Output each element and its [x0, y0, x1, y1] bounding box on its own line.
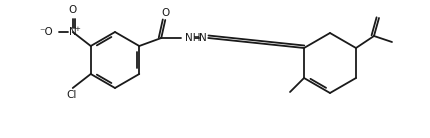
Text: O: O: [161, 8, 169, 18]
Text: ⁻O: ⁻O: [39, 27, 52, 37]
Text: +: +: [74, 26, 80, 31]
Text: O: O: [68, 5, 77, 15]
Text: Cl: Cl: [66, 90, 77, 100]
Text: N: N: [199, 33, 207, 43]
Text: NH: NH: [185, 33, 200, 43]
Text: N: N: [69, 27, 77, 37]
